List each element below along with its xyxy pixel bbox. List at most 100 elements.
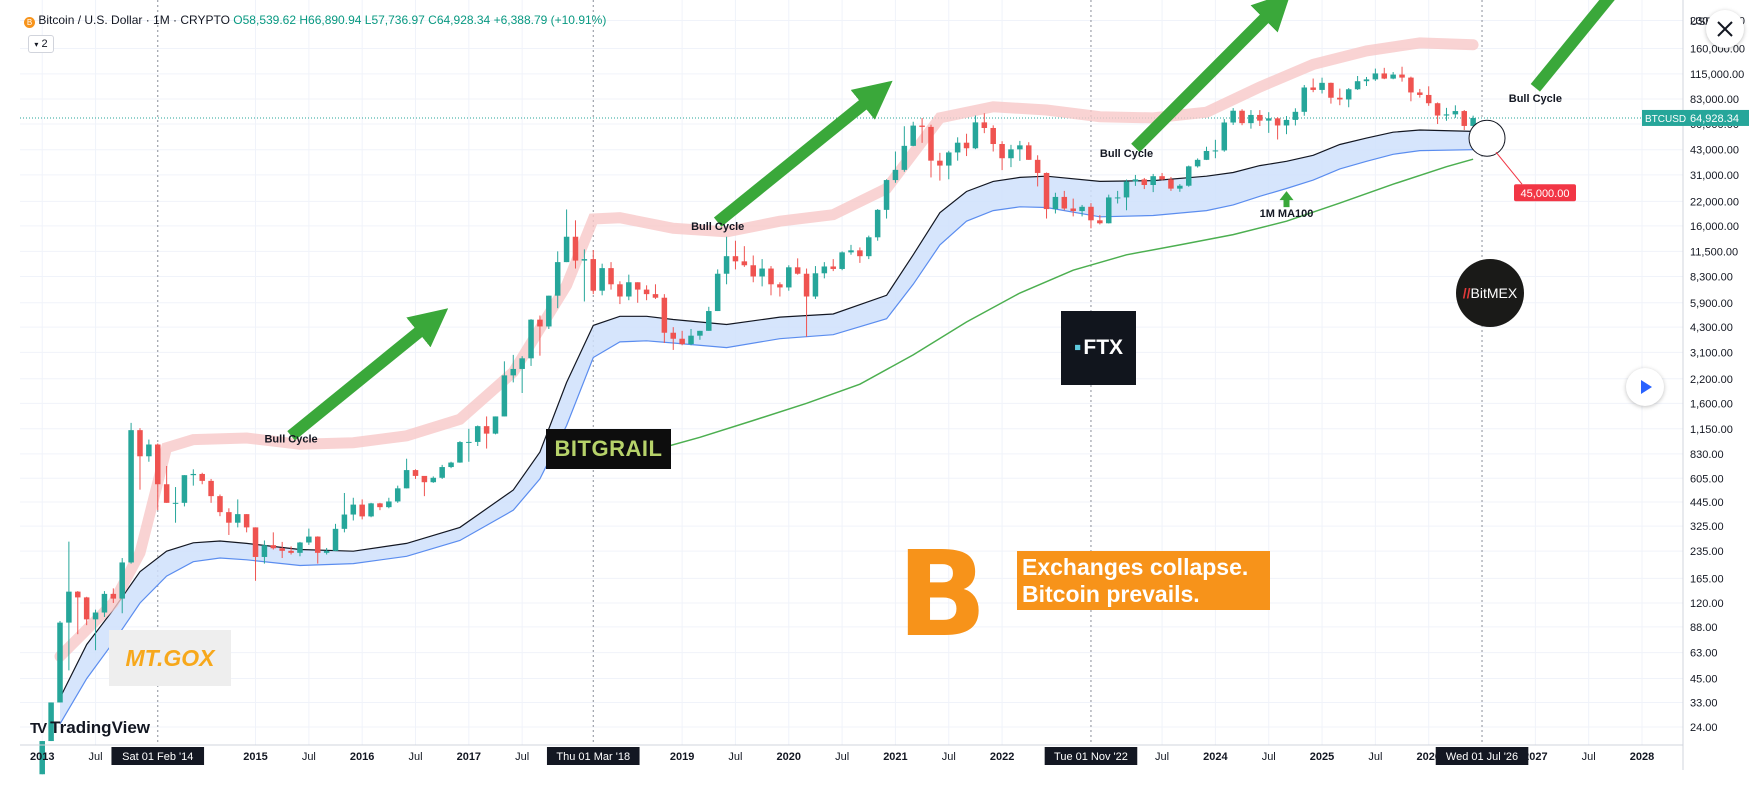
candle	[128, 430, 134, 563]
bull-arrow	[287, 308, 449, 441]
band-upper-line	[59, 129, 1474, 699]
time-tick-label: Jul	[1582, 751, 1596, 763]
candle	[759, 268, 765, 277]
time-tick-label: Jul	[728, 751, 742, 763]
candle	[634, 282, 641, 290]
replay-button[interactable]	[1626, 368, 1664, 406]
candle	[243, 514, 250, 528]
time-tick-label: 2019	[670, 751, 694, 763]
candle	[1034, 159, 1041, 173]
candle	[590, 259, 597, 291]
candle	[1470, 117, 1476, 126]
date-badge-label: Tue 01 Nov '22	[1054, 751, 1128, 763]
mtgox-logo: MT.GOX	[109, 630, 231, 686]
price-tick-label: 63.00	[1690, 648, 1718, 660]
time-tick-label: Jul	[89, 751, 103, 763]
price-tick-label: 88.00	[1690, 622, 1718, 634]
candle	[830, 266, 836, 269]
candle	[732, 256, 739, 262]
candle	[1337, 97, 1343, 100]
bull-arrow	[1530, 0, 1615, 92]
candle	[1070, 208, 1076, 212]
candle	[217, 496, 223, 513]
symbol-legend: B Bitcoin / U.S. Dollar · 1M · CRYPTO O5…	[24, 13, 606, 28]
candle	[75, 591, 81, 598]
candle	[1310, 87, 1316, 90]
candle	[821, 266, 828, 274]
price-tick-label: 16,000.00	[1690, 221, 1739, 233]
candle	[1425, 94, 1432, 104]
candle	[119, 562, 125, 599]
candle	[234, 514, 241, 523]
close-button[interactable]	[1706, 10, 1744, 48]
candle	[288, 550, 294, 553]
candle	[546, 295, 552, 327]
candle	[261, 545, 268, 557]
price-tick-label: 3,100.00	[1690, 347, 1733, 359]
date-badge-label: Thu 01 Mar '18	[556, 751, 630, 763]
candle	[1354, 81, 1361, 90]
symbol-title[interactable]: Bitcoin / U.S. Dollar · 1M · CRYPTO	[38, 13, 230, 27]
date-badge	[546, 747, 640, 765]
price-tick-label: 1,600.00	[1690, 398, 1733, 410]
candle	[1417, 92, 1423, 95]
date-badge	[111, 747, 205, 765]
tradingview-icon: TV	[30, 720, 47, 737]
indicator-count: 2	[41, 38, 48, 50]
candle	[1328, 82, 1334, 98]
time-tick-label: Jul	[1262, 751, 1276, 763]
price-tick-label: 4,300.00	[1690, 322, 1733, 334]
price-tick-label: 33.00	[1690, 697, 1718, 709]
candle	[892, 169, 899, 181]
candle	[377, 503, 383, 508]
candle	[448, 462, 454, 468]
candle	[883, 180, 890, 210]
target-circle	[1468, 119, 1506, 157]
candle	[768, 268, 774, 285]
candle	[750, 265, 756, 277]
candle	[1345, 89, 1352, 100]
time-tick-label: 2028	[1630, 751, 1654, 763]
candle	[66, 591, 72, 623]
candle	[1088, 206, 1094, 221]
indicators-toggle[interactable]: ▾ 2	[28, 35, 54, 53]
candle	[1079, 206, 1085, 212]
candle	[48, 702, 54, 742]
candle	[812, 273, 819, 297]
candle	[350, 504, 357, 515]
candle	[430, 477, 437, 483]
high-value: H66,890.94	[299, 13, 362, 27]
candle	[1017, 145, 1023, 150]
top-band-line	[54, 37, 1479, 662]
candle	[1043, 172, 1050, 210]
candle	[323, 550, 330, 553]
close-value: C64,928.34	[428, 13, 491, 27]
candle	[279, 548, 285, 551]
candle	[1168, 179, 1174, 189]
candle	[1105, 197, 1112, 224]
tradingview-watermark[interactable]: TV TradingView	[30, 718, 150, 737]
candle	[1061, 196, 1068, 209]
candle	[528, 319, 534, 359]
price-tick-label: 830.00	[1690, 449, 1724, 461]
candle	[554, 262, 561, 296]
candle	[794, 267, 801, 274]
candle	[910, 125, 916, 146]
candle	[1408, 77, 1414, 93]
band-lower-line	[59, 149, 1474, 725]
candle	[777, 284, 783, 288]
candle	[199, 473, 205, 481]
candle	[1239, 110, 1245, 124]
candle	[901, 145, 908, 170]
candle	[1114, 197, 1121, 199]
candle	[1052, 196, 1059, 210]
candle	[466, 441, 472, 443]
time-tick-label: 2025	[1310, 751, 1334, 763]
candle	[137, 430, 143, 457]
candle	[563, 236, 570, 263]
candle	[1283, 119, 1290, 126]
candle	[990, 127, 996, 145]
candle	[608, 268, 614, 285]
candle	[679, 338, 685, 345]
